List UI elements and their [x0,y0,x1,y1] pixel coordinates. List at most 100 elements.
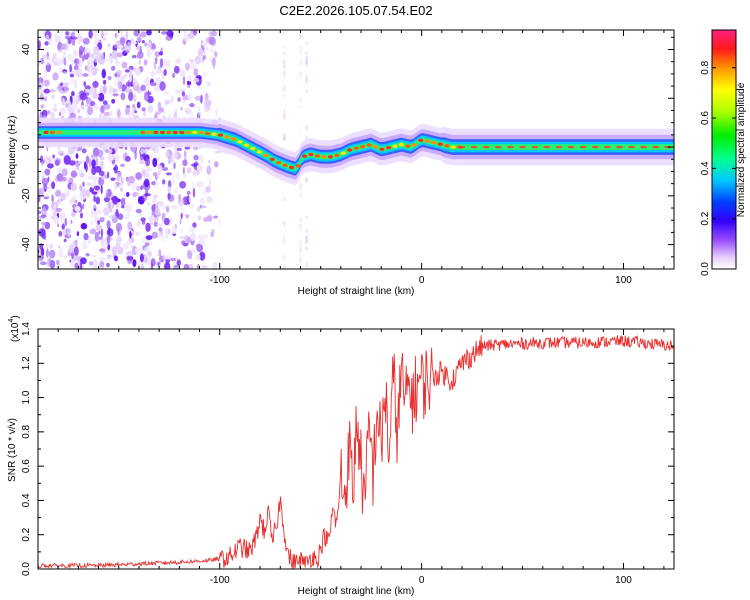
noise-streak [299,33,302,39]
noise-speck [117,81,123,89]
ridge-peak [250,146,256,151]
ridge-peak [444,144,450,148]
noise-speck [164,255,172,260]
noise-speck [181,206,185,213]
noise-speck [114,56,119,65]
noise-speck [65,41,69,52]
noise-streak [283,135,286,141]
x-tick-label: 0 [419,575,425,586]
noise-speck [170,257,177,262]
noise-speck [65,103,69,108]
noise-speck [137,51,144,59]
noise-speck [80,104,85,110]
noise-speck [158,201,163,208]
noise-streak [305,55,308,62]
noise-speck [103,84,107,94]
noise-speck [44,168,51,176]
noise-speck [138,213,143,216]
noise-speck [94,232,100,242]
noise-speck [200,205,207,209]
noise-speck [174,256,178,261]
noise-speck [199,251,206,261]
noise-speck [152,157,158,168]
ridge-peak [424,139,430,143]
noise-speck [65,175,69,184]
ridge-peak [230,137,236,141]
noise-speck [209,57,213,64]
noise-speck [197,48,204,55]
ridge-peak [664,145,672,149]
noise-speck [99,156,105,161]
noise-speck [53,215,59,225]
noise-speck [82,181,85,187]
noise-speck [68,244,75,248]
noise-speck [85,98,89,104]
noise-speck [174,89,182,94]
y-tick-label: 0.8 [21,424,32,438]
noise-speck [76,166,80,170]
ridge-peak [185,130,191,135]
noise-speck [94,30,97,40]
noise-speck [179,218,182,225]
noise-speck [131,107,135,117]
noise-speck [177,97,181,102]
noise-speck [62,98,66,106]
noise-streak [283,85,286,92]
noise-speck [202,72,209,77]
noise-speck [39,93,44,101]
noise-speck [116,75,120,83]
noise-speck [121,61,128,69]
noise-speck [67,37,72,45]
noise-speck [141,236,146,244]
noise-speck [133,115,140,119]
noise-speck [85,155,90,164]
noise-speck [188,58,194,64]
noise-speck [151,231,159,239]
ridge-peak [205,131,211,136]
noise-speck [178,235,186,240]
noise-speck [174,186,178,194]
noise-speck [153,86,161,92]
noise-speck [172,157,175,164]
noise-speck [124,69,131,73]
noise-speck [126,104,131,109]
noise-streak [283,61,286,68]
noise-speck [209,36,216,46]
colorbar-tick-label: 0.6 [700,111,711,125]
noise-speck [72,195,76,202]
noise-speck [157,163,161,170]
noise-speck [63,238,67,243]
noise-speck [205,186,211,193]
noise-speck [89,86,95,97]
noise-speck [95,224,103,232]
noise-speck [90,220,93,226]
noise-speck [75,153,79,159]
noise-speck [113,44,119,49]
noise-speck [127,202,133,213]
ridge-peak [301,154,308,158]
noise-speck [51,194,54,203]
noise-speck [56,173,64,182]
noise-speck [162,254,166,262]
noise-speck [58,230,63,237]
noise-speck [77,160,83,165]
noise-speck [135,208,142,214]
noise-speck [140,148,145,155]
noise-speck [67,144,76,155]
noise-speck [135,172,143,180]
noise-speck [215,108,219,118]
noise-speck [136,185,141,192]
noise-speck [211,228,215,233]
noise-speck [47,110,51,115]
noise-speck [111,155,118,160]
noise-speck [182,75,186,86]
noise-speck [137,45,142,53]
noise-speck [182,94,190,101]
noise-streak [299,185,302,190]
noise-speck [150,82,157,87]
noise-speck [88,261,94,266]
noise-speck [187,75,192,82]
noise-speck [111,246,118,256]
noise-speck [145,222,151,232]
noise-speck [143,178,150,188]
